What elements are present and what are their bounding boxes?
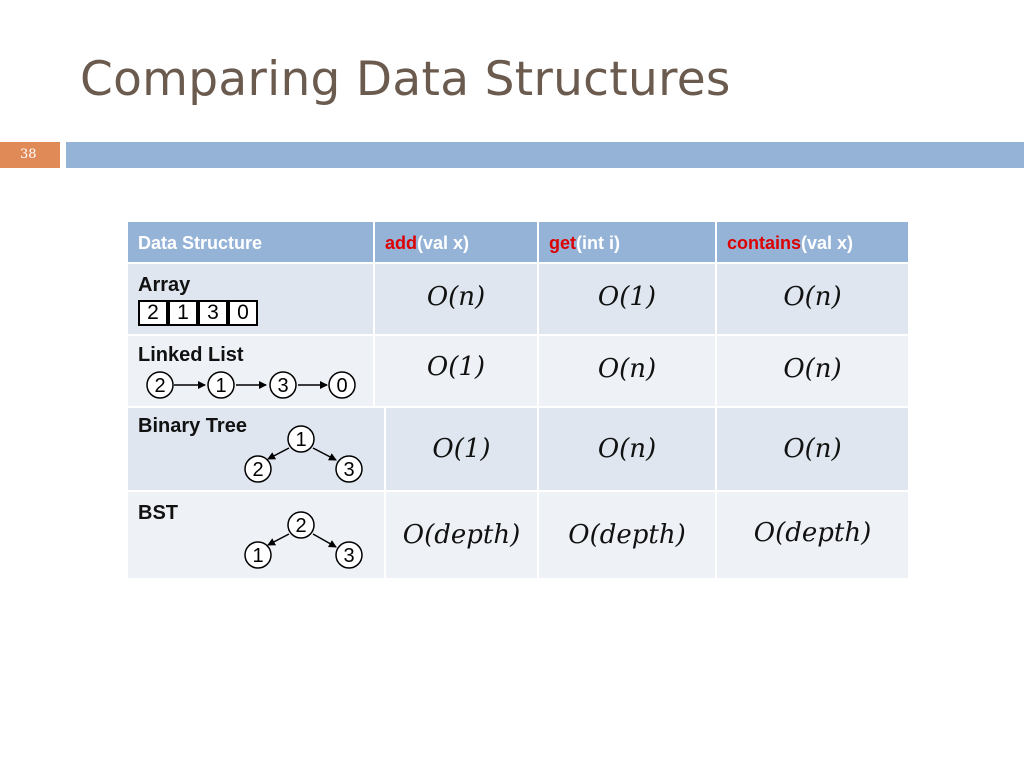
table-row-linked-list: Linked List O(1) O(n) O(n) bbox=[128, 336, 908, 406]
complexity-binary-tree-contains: O(n) bbox=[783, 434, 842, 464]
header-contains: contains(val x) bbox=[727, 233, 854, 253]
row-label-bst: BST bbox=[138, 502, 178, 524]
array-cell: 0 bbox=[228, 300, 258, 326]
header-cell-get: get(int i) bbox=[539, 222, 715, 262]
complexity-array-get: O(1) bbox=[597, 282, 657, 312]
array-cell: 1 bbox=[168, 300, 198, 326]
complexity-binary-tree-get: O(n) bbox=[597, 434, 657, 464]
complexity-binary-tree-add: O(1) bbox=[432, 434, 491, 464]
complexity-linked-list-add: O(1) bbox=[426, 352, 486, 382]
header-data-structure: Data Structure bbox=[138, 233, 263, 253]
header-cell-add: add(val x) bbox=[375, 222, 537, 262]
header-cell-data-structure: Data Structure bbox=[128, 222, 373, 262]
header-add: add(val x) bbox=[385, 233, 470, 253]
complexity-linked-list-get: O(n) bbox=[597, 354, 657, 384]
array-cell: 2 bbox=[138, 300, 168, 326]
complexity-array-add: O(n) bbox=[426, 282, 486, 312]
complexity-linked-list-contains: O(n) bbox=[783, 354, 842, 384]
row-label-array: Array bbox=[138, 274, 191, 296]
complexity-bst-contains: O(depth) bbox=[753, 518, 872, 548]
title-divider-bar bbox=[66, 142, 1024, 168]
slide-title: Comparing Data Structures bbox=[80, 52, 731, 107]
complexity-bst-add: O(depth) bbox=[402, 520, 521, 550]
complexity-array-contains: O(n) bbox=[783, 282, 842, 312]
row-label-binary-tree: Binary Tree bbox=[138, 415, 247, 437]
table-header-row: Data Structure add(val x) get(int i) con… bbox=[128, 222, 908, 262]
header-cell-contains: contains(val x) bbox=[717, 222, 908, 262]
table-row-binary-tree: Binary Tree O(1) O(n) O(n) bbox=[128, 408, 908, 490]
table-row-bst: BST O(depth) O(depth) O(depth) bbox=[128, 492, 908, 578]
array-cell: 3 bbox=[198, 300, 228, 326]
complexity-bst-get: O(depth) bbox=[568, 520, 686, 550]
table-row-array: Array O(n) O(1) O(n) bbox=[128, 264, 908, 334]
row-label-linked-list: Linked List bbox=[138, 344, 244, 366]
page-number: 38 bbox=[0, 142, 60, 168]
header-get: get(int i) bbox=[549, 233, 620, 253]
